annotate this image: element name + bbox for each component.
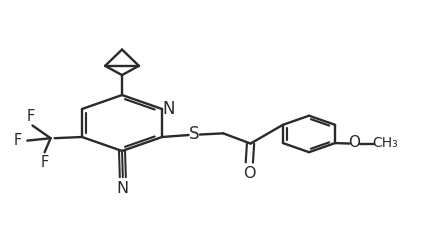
Text: S: S	[189, 125, 199, 143]
Text: F: F	[26, 108, 34, 123]
Text: N: N	[117, 181, 129, 196]
Text: N: N	[163, 100, 175, 118]
Text: O: O	[243, 166, 255, 181]
Text: O: O	[348, 135, 360, 150]
Text: CH₃: CH₃	[372, 136, 398, 150]
Text: F: F	[14, 133, 22, 148]
Text: F: F	[40, 155, 49, 170]
